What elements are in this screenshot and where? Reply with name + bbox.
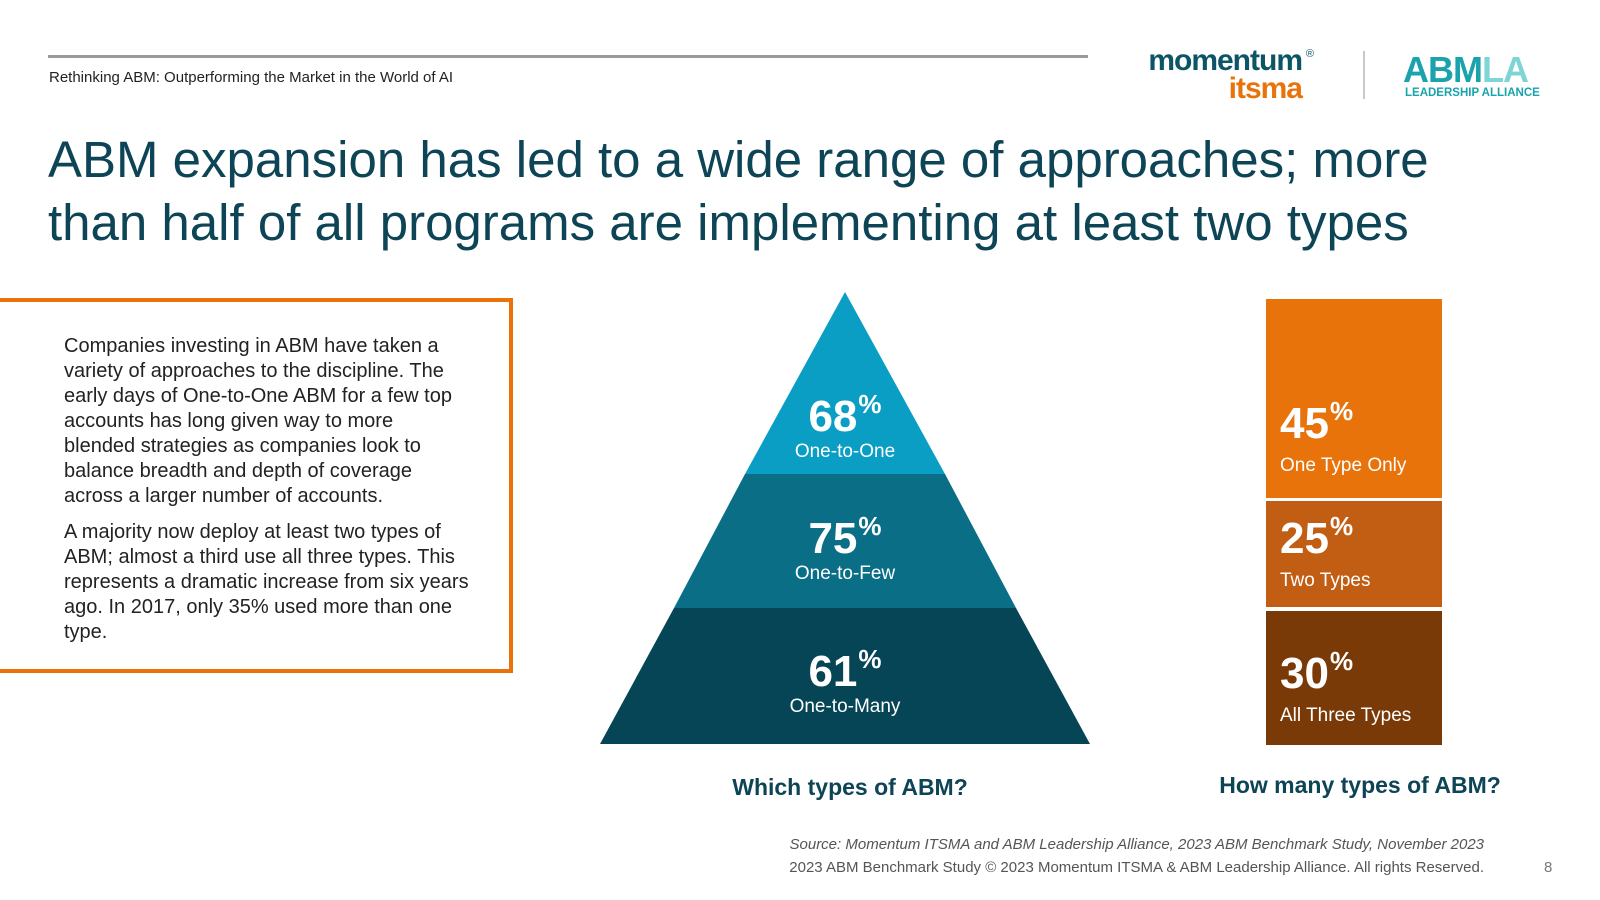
pyramid-name: One-to-Few [794,563,896,584]
summary-paragraph-2: A majority now deploy at least two types… [64,521,469,643]
source-note: Source: Momentum ITSMA and ABM Leadershi… [789,836,1485,853]
pyramid-name: One-to-Many [789,696,901,717]
logo-momentum-text: momentum [1148,44,1303,77]
slide-headline: ABM expansion has led to a wide range of… [48,128,1568,254]
stack-value: 25% [1280,511,1354,563]
stack-segment-two-types: 25% Two Types [1266,501,1442,607]
pyramid-tier-one-to-one [745,292,945,474]
stack-label: All Three Types [1280,705,1412,726]
logo-la-text: LA [1481,49,1529,90]
abm-types-pyramid [600,292,1090,744]
abmla-logo: ABMLA LEADERSHIP ALLIANCE [1403,49,1553,105]
pyramid-tier-one-to-few [674,474,1016,608]
logo-registered-mark: ® [1305,48,1314,60]
headline-line-2: than half of all programs are implementi… [48,194,1409,251]
momentum-itsma-logo: momentum ® itsma [1126,44,1326,106]
header-rule [48,55,1088,58]
stack-value: 45% [1280,396,1354,448]
pyramid-label-one-to-few: 75% One-to-Few [725,511,965,586]
stack-segment-three-types: 30% All Three Types [1266,611,1442,745]
stack-label: One Type Only [1280,455,1407,476]
logo-divider [1363,51,1365,99]
logo-itsma-text: itsma [1228,72,1303,105]
headline-line-1: ABM expansion has led to a wide range of… [48,131,1429,188]
stack-caption: How many types of ABM? [1219,772,1501,798]
pyramid-caption: Which types of ABM? [732,774,968,800]
pyramid-tier-one-to-many [600,608,1090,744]
copyright-note: 2023 ABM Benchmark Study © 2023 Momentum… [789,859,1484,876]
pyramid-name: One-to-One [794,441,896,462]
pyramid-value: 61% [808,644,882,696]
document-subtitle: Rethinking ABM: Outperforming the Market… [49,69,454,86]
pyramid-label-one-to-one: 68% One-to-One [725,389,965,464]
pyramid-value: 75% [808,511,882,563]
stack-segment-one-type: 45% One Type Only [1266,299,1442,498]
summary-paragraph-1: Companies investing in ABM have taken a … [64,335,452,507]
summary-textbox: Companies investing in ABM have taken a … [0,298,513,673]
pyramid-value: 68% [808,389,882,441]
logo-abm-text: ABM [1403,49,1483,90]
page-number: 8 [1544,859,1553,876]
stack-value: 30% [1280,646,1354,698]
pyramid-label-one-to-many: 61% One-to-Many [725,644,965,719]
logo-abmla-tagline: LEADERSHIP ALLIANCE [1405,87,1540,99]
logo-abmla-wordmark: ABMLA [1403,49,1529,91]
stack-label: Two Types [1280,570,1371,591]
